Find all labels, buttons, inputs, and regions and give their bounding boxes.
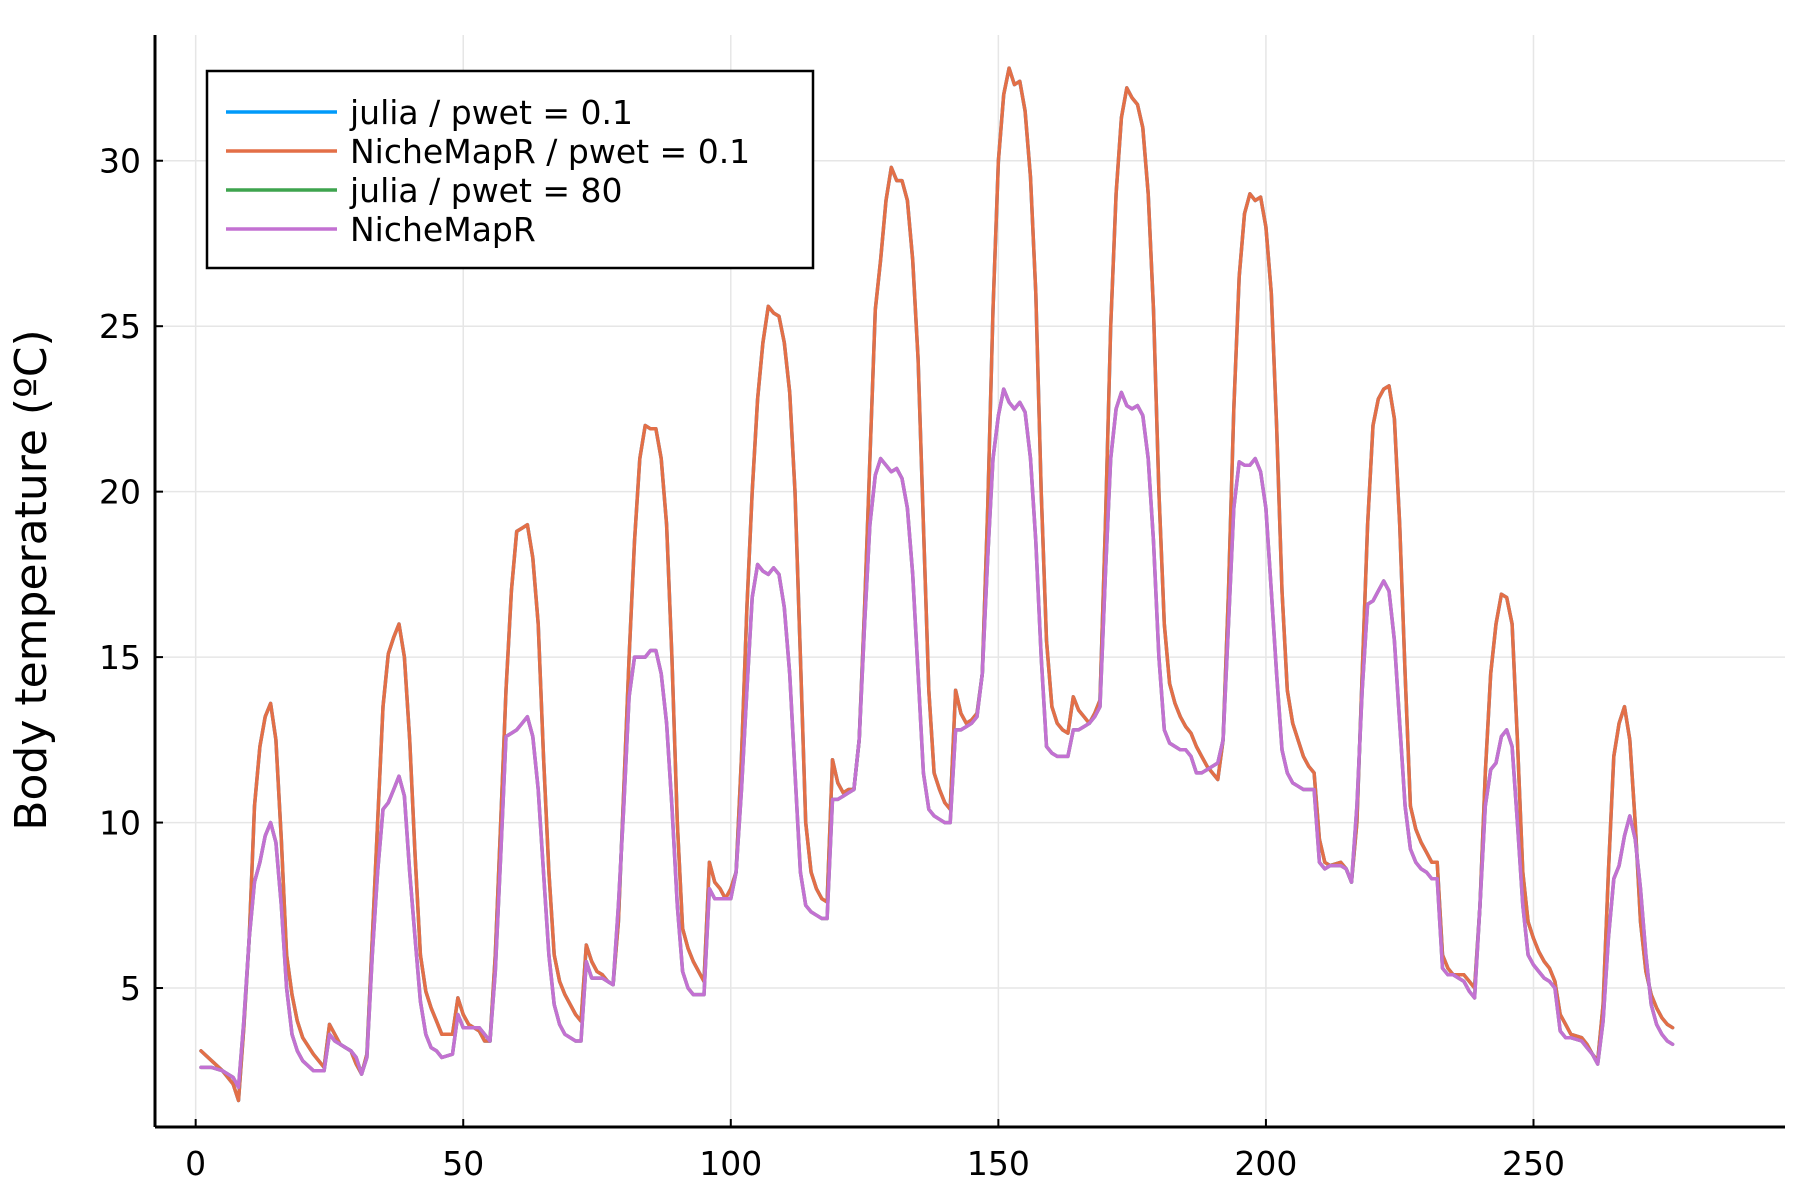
legend-label: julia / pwet = 80: [349, 171, 623, 210]
x-tick-label: 200: [1234, 1144, 1297, 1183]
x-tick-label: 0: [185, 1144, 206, 1183]
y-tick-label: 15: [99, 638, 141, 677]
y-axis-ticks: 5 10 15 20 25 30: [99, 142, 163, 1008]
x-tick-label: 50: [442, 1144, 484, 1183]
legend-label: julia / pwet = 0.1: [349, 93, 633, 132]
y-tick-label: 10: [99, 804, 141, 843]
y-tick-label: 20: [99, 473, 141, 512]
y-tick-label: 25: [99, 307, 141, 346]
legend-label: NicheMapR / pwet = 0.1: [350, 132, 750, 171]
axes: [153, 35, 1785, 1129]
x-tick-label: 100: [699, 1144, 762, 1183]
y-axis-title: Body temperature (ºC): [6, 329, 57, 830]
y-tick-label: 5: [120, 969, 141, 1008]
legend-label: NicheMapR: [350, 210, 536, 249]
series-line-3: [199, 387, 1675, 1090]
x-tick-label: 250: [1502, 1144, 1565, 1183]
x-tick-label: 150: [967, 1144, 1030, 1183]
series-lines: [199, 66, 1675, 1103]
y-tick-label: 30: [99, 142, 141, 181]
x-axis-ticks: 0 50 100 150 200 250: [185, 1119, 1565, 1183]
legend-box: [205, 69, 815, 270]
